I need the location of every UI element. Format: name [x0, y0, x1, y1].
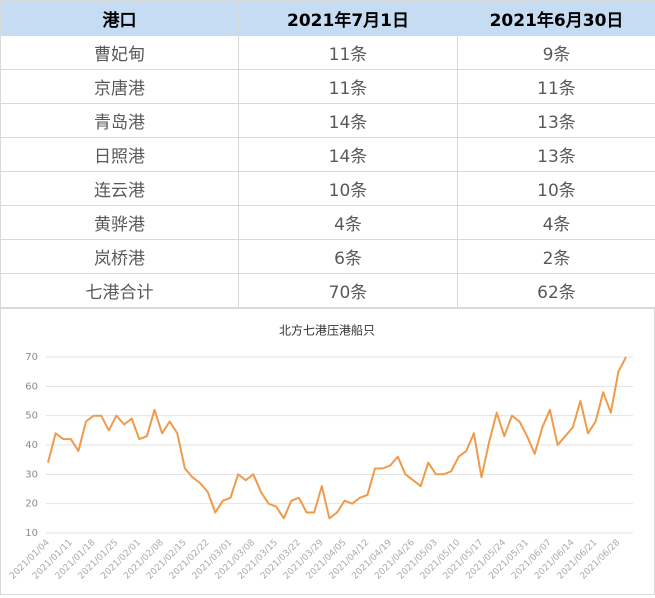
- table-cell: 2条: [458, 240, 655, 274]
- y-tick-label: 50: [25, 411, 38, 422]
- table-cell: 13条: [458, 104, 655, 138]
- header-cell: 2021年6月30日: [458, 1, 655, 36]
- header-cell: 2021年7月1日: [239, 1, 458, 36]
- y-tick-label: 70: [25, 352, 38, 363]
- table-cell: 七港合计: [1, 274, 239, 308]
- table-cell: 11条: [458, 70, 655, 104]
- y-tick-label: 10: [25, 528, 38, 539]
- table-cell: 连云港: [1, 172, 239, 206]
- table-cell: 62条: [458, 274, 655, 308]
- y-tick-label: 40: [25, 440, 38, 451]
- table-cell: 4条: [239, 206, 458, 240]
- y-tick-label: 60: [25, 381, 38, 392]
- table-cell: 曹妃甸: [1, 36, 239, 70]
- table-cell: 10条: [239, 172, 458, 206]
- chart: 北方七港压港船只 102030405060702021/01/042021/01…: [1, 309, 654, 594]
- chart-title: 北方七港压港船只: [279, 323, 375, 338]
- table-cell: 70条: [239, 274, 458, 308]
- table-cell: 青岛港: [1, 104, 239, 138]
- header-cell: 港口: [1, 1, 239, 36]
- table-cell: 9条: [458, 36, 655, 70]
- y-tick-label: 20: [25, 499, 38, 510]
- table-cell: 京唐港: [1, 70, 239, 104]
- table-cell: 岚桥港: [1, 240, 239, 274]
- data-line: [48, 357, 626, 518]
- table-cell: 10条: [458, 172, 655, 206]
- y-tick-label: 30: [25, 469, 38, 480]
- table-cell: 14条: [239, 138, 458, 172]
- table-cell: 11条: [239, 70, 458, 104]
- table-cell: 4条: [458, 206, 655, 240]
- table-cell: 11条: [239, 36, 458, 70]
- table-cell: 日照港: [1, 138, 239, 172]
- table-cell: 6条: [239, 240, 458, 274]
- table-cell: 黄骅港: [1, 206, 239, 240]
- table-cell: 14条: [239, 104, 458, 138]
- table-cell: 13条: [458, 138, 655, 172]
